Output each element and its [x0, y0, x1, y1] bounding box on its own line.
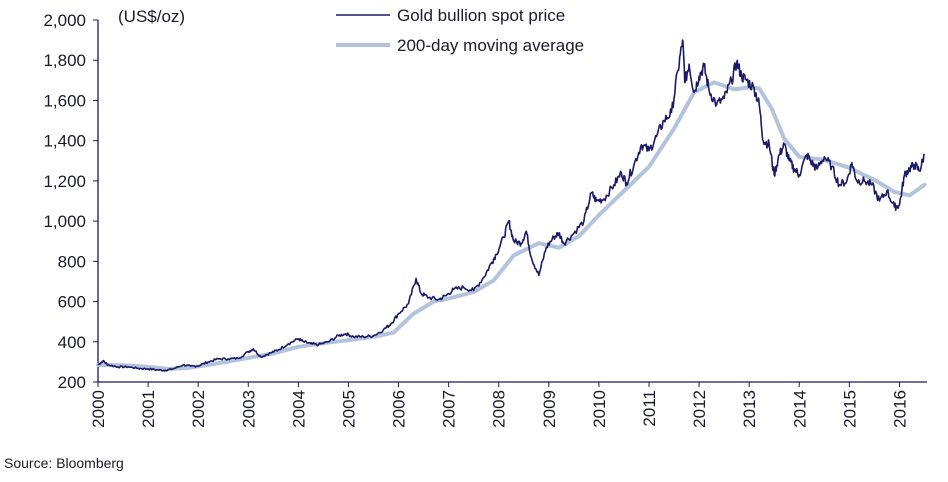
x-tick-label: 2004	[289, 390, 308, 428]
x-tick-label: 2005	[339, 390, 358, 428]
source-note: Source: Bloomberg	[4, 455, 124, 471]
x-tick-label: 2013	[740, 390, 759, 428]
x-tick-label: 2007	[440, 390, 459, 428]
legend-label-spot-price: Gold bullion spot price	[397, 6, 565, 25]
y-tick-label: 1,800	[43, 51, 86, 70]
y-tick-label: 2,000	[43, 11, 86, 30]
x-tick-label: 2002	[189, 390, 208, 428]
x-tick-label: 2001	[139, 390, 158, 428]
y-tick-label: 1,600	[43, 91, 86, 110]
x-tick-label: 2003	[239, 390, 258, 428]
legend: Gold bullion spot price 200-day moving av…	[336, 6, 584, 55]
y-tick-label: 1,200	[43, 172, 86, 191]
axes-group: 200 400 600 800 1,000 1,200 1,400 1,600 1,800 2,0…	[43, 11, 927, 428]
x-tick-label: 2014	[790, 390, 809, 428]
x-tick-label: 2012	[690, 390, 709, 428]
x-tick-label: 2009	[540, 390, 559, 428]
y-tick-label: 600	[58, 293, 86, 312]
series-layer	[96, 39, 927, 372]
y-tick-label: 800	[58, 252, 86, 271]
x-tick-label: 2016	[890, 390, 909, 428]
legend-label-moving-average: 200-day moving average	[397, 36, 584, 55]
y-tick-label: 200	[58, 373, 86, 392]
x-tick-label: 2006	[390, 390, 409, 428]
x-tick-label: 2011	[640, 390, 659, 427]
y-tick-label: 1,400	[43, 132, 86, 151]
x-tick-label: 2008	[490, 390, 509, 428]
series-line-spot-price	[97, 39, 925, 372]
x-tick-label: 2015	[840, 390, 859, 428]
x-tick-label: 2000	[89, 390, 108, 428]
x-tick-label: 2010	[590, 390, 609, 428]
series-line-moving-average	[96, 80, 927, 371]
unit-label: (US$/oz)	[118, 7, 185, 26]
y-tick-label: 1,000	[43, 212, 86, 231]
y-tick-label: 400	[58, 333, 86, 352]
